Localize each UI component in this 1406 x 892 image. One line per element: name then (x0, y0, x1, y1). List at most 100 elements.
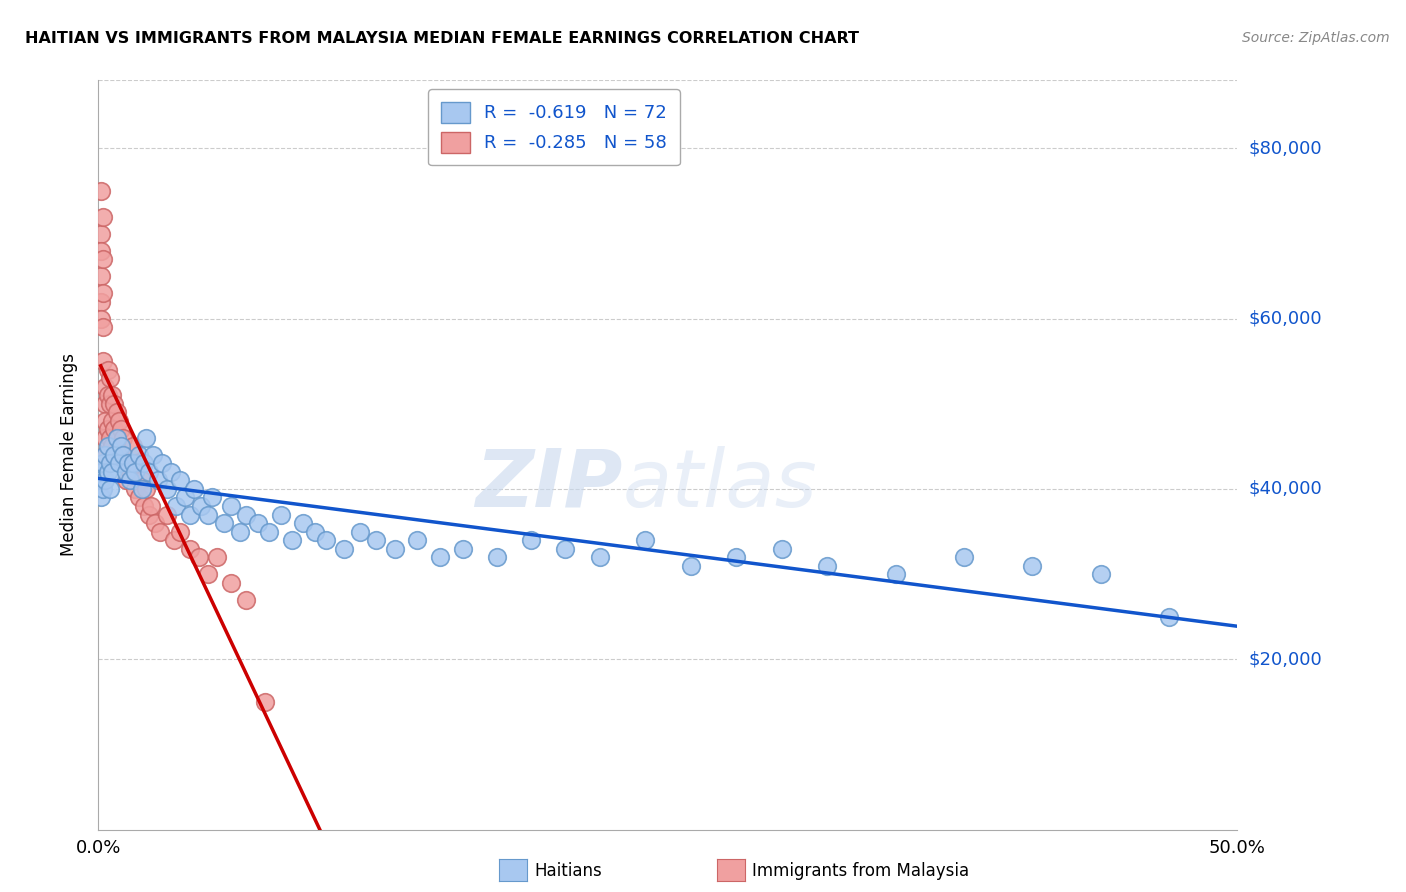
Point (103, 422, 125, 436)
Point (101, 439, 124, 453)
Point (91, 457, 114, 471)
Point (94, 380, 117, 394)
Point (120, 465, 142, 479)
Point (112, 431, 135, 445)
Point (235, 508, 257, 522)
Text: Source: ZipAtlas.com: Source: ZipAtlas.com (1241, 31, 1389, 45)
Point (179, 508, 201, 522)
Point (205, 550, 228, 565)
Text: HAITIAN VS IMMIGRANTS FROM MALAYSIA MEDIAN FEMALE EARNINGS CORRELATION CHART: HAITIAN VS IMMIGRANTS FROM MALAYSIA MEDI… (25, 31, 859, 46)
Point (406, 533, 429, 547)
Point (108, 414, 131, 428)
Point (103, 397, 125, 411)
Point (1157, 609, 1180, 624)
Point (114, 457, 136, 471)
Point (725, 550, 748, 565)
Point (142, 448, 165, 462)
Point (121, 457, 143, 471)
Point (156, 508, 179, 522)
Point (90, 491, 112, 505)
Point (112, 448, 135, 462)
Y-axis label: Median Female Earnings: Median Female Earnings (59, 353, 77, 557)
Point (770, 541, 793, 556)
Point (135, 431, 157, 445)
Point (121, 439, 143, 453)
Point (270, 508, 292, 522)
Point (90, 269, 112, 284)
Point (94, 414, 117, 428)
Point (156, 482, 179, 496)
Point (292, 516, 315, 530)
Point (98, 457, 121, 471)
Point (219, 575, 242, 590)
Point (384, 541, 406, 556)
Point (228, 524, 250, 539)
Point (101, 465, 124, 479)
Point (1021, 558, 1043, 573)
Point (114, 465, 136, 479)
Point (333, 541, 356, 556)
Point (187, 550, 209, 565)
Point (246, 516, 269, 530)
Point (127, 457, 149, 471)
Legend: R =  -0.619   N = 72, R =  -0.285   N = 58: R = -0.619 N = 72, R = -0.285 N = 58 (429, 89, 679, 165)
Point (90, 184, 112, 198)
Point (105, 431, 128, 445)
Point (634, 533, 657, 547)
Point (190, 499, 212, 513)
Point (91, 252, 114, 266)
Point (94, 448, 117, 462)
Text: Immigrants from Malaysia: Immigrants from Malaysia (752, 862, 969, 880)
Point (132, 457, 155, 471)
Point (94, 448, 117, 462)
Point (149, 524, 172, 539)
Point (91, 320, 114, 334)
Point (131, 482, 153, 496)
Text: $20,000: $20,000 (1249, 650, 1322, 668)
Point (815, 558, 838, 573)
Point (197, 508, 219, 522)
Text: Haitians: Haitians (534, 862, 602, 880)
Point (110, 439, 132, 453)
Point (953, 550, 976, 565)
Point (520, 533, 543, 547)
Point (110, 422, 132, 436)
Point (98, 431, 121, 445)
Point (486, 550, 509, 565)
Point (349, 524, 371, 539)
Point (138, 508, 160, 522)
Point (101, 414, 124, 428)
Point (679, 558, 702, 573)
Point (304, 524, 326, 539)
Text: $40,000: $40,000 (1249, 480, 1322, 498)
Point (101, 388, 124, 402)
Point (201, 491, 224, 505)
Point (146, 474, 169, 488)
Point (429, 550, 451, 565)
Point (94, 397, 117, 411)
Point (91, 354, 114, 368)
Point (105, 431, 128, 445)
Point (94, 474, 117, 488)
Text: $80,000: $80,000 (1249, 139, 1322, 157)
Point (132, 499, 155, 513)
Point (96, 465, 118, 479)
Point (98, 482, 121, 496)
Point (91, 210, 114, 224)
Point (103, 448, 125, 462)
Point (169, 474, 191, 488)
Point (120, 474, 142, 488)
Point (212, 516, 235, 530)
Point (96, 422, 118, 436)
Point (96, 363, 118, 377)
Point (96, 439, 118, 453)
Point (90, 244, 112, 258)
Point (160, 465, 183, 479)
Point (139, 499, 162, 513)
Point (253, 695, 276, 709)
Point (150, 457, 173, 471)
Point (91, 482, 114, 496)
Text: ZIP: ZIP (475, 446, 623, 524)
Point (117, 457, 139, 471)
Point (128, 491, 150, 505)
